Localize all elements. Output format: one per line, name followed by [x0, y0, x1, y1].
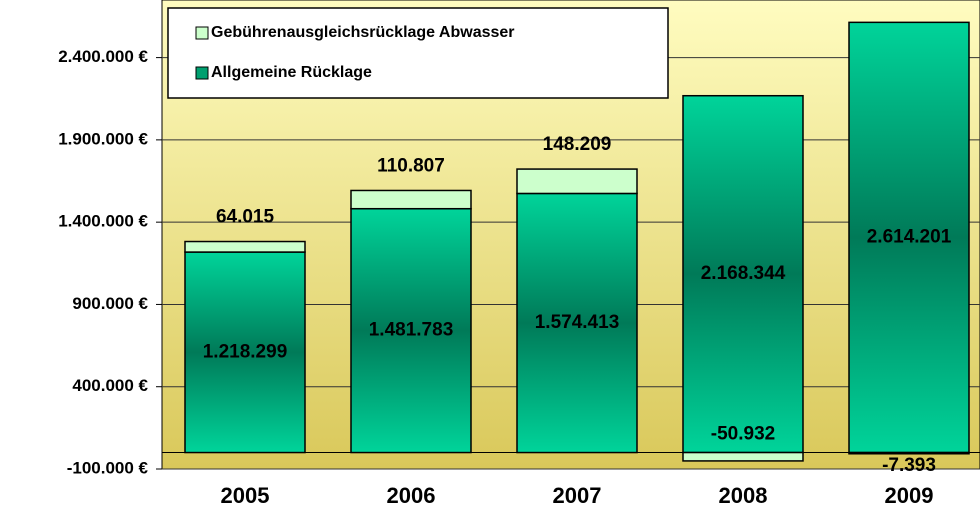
data-label: 2.614.201 [867, 226, 952, 247]
data-label: 2.168.344 [701, 263, 786, 284]
x-tick-label: 2007 [553, 483, 602, 508]
bar-segment [848, 21, 970, 454]
legend-box [167, 7, 669, 99]
bar-segment [516, 168, 638, 195]
x-tick-label: 2009 [885, 483, 934, 508]
x-tick-label: 2005 [221, 483, 270, 508]
y-tick-label: 2.400.000 € [58, 47, 148, 66]
bar-segment [516, 192, 638, 454]
data-label: 1.574.413 [535, 312, 620, 333]
y-tick-label: 1.400.000 € [58, 212, 148, 231]
bar-segment [350, 189, 472, 210]
legend-label: Allgemeine Rücklage [211, 64, 372, 81]
legend-label: Gebührenausgleichsrücklage Abwasser [211, 24, 515, 41]
data-label: -7.393 [882, 455, 936, 476]
bar-segment [682, 451, 804, 462]
data-label: 110.807 [377, 155, 445, 176]
data-label: 148.209 [543, 134, 612, 155]
bar-segment [848, 451, 970, 455]
x-tick-label: 2006 [387, 483, 436, 508]
bar-segment [350, 207, 472, 454]
legend-swatch [195, 26, 209, 40]
data-label: 1.481.783 [369, 320, 454, 341]
y-tick-label: 400.000 € [72, 376, 148, 395]
data-label: 64.015 [216, 207, 275, 228]
data-label: 1.218.299 [203, 341, 288, 362]
y-tick-label: -100.000 € [67, 458, 149, 477]
legend-swatch [195, 66, 209, 80]
bar-segment [184, 240, 306, 253]
y-tick-label: 1.900.000 € [58, 129, 148, 148]
data-label: -50.932 [711, 424, 775, 445]
bar-segment [184, 251, 306, 454]
x-tick-label: 2008 [719, 483, 768, 508]
y-tick-label: 900.000 € [72, 294, 148, 313]
bar-segment [682, 94, 804, 454]
